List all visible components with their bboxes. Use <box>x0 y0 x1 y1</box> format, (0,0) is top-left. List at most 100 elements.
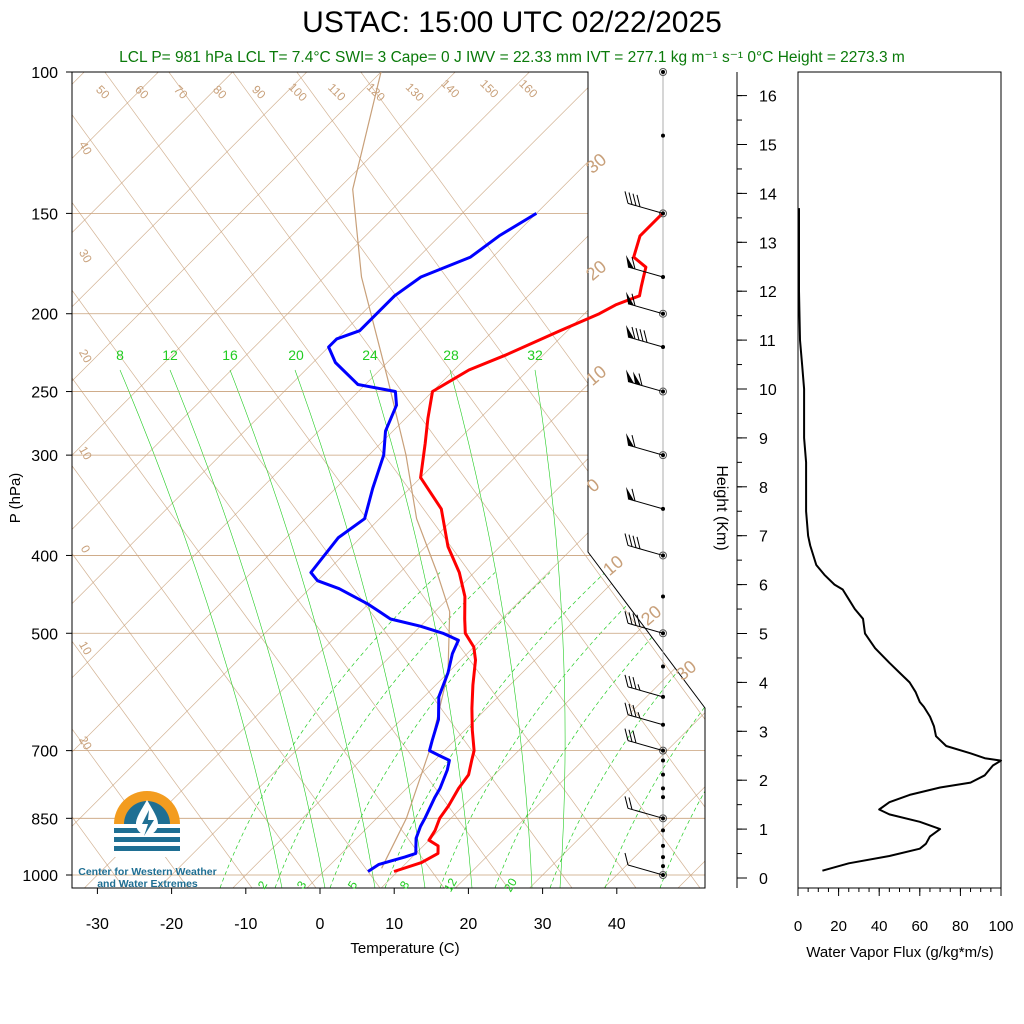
isotherm-line <box>451 72 705 888</box>
height-tick-label: 6 <box>759 578 768 595</box>
wind-barb-staff <box>627 202 664 214</box>
dry-adiabat-line <box>72 72 509 888</box>
wind-barb-full <box>631 435 636 448</box>
flux-tick-label: 20 <box>830 918 847 935</box>
adiabat-label-right: 20 <box>637 601 665 629</box>
wind-level-dot <box>661 70 665 74</box>
wind-barb <box>624 852 664 876</box>
wind-barb <box>624 191 664 214</box>
x-axis-label: Temperature (C) <box>350 940 459 957</box>
mixing-ratio-label: 8 <box>116 347 124 363</box>
wind-barb-staff <box>627 381 664 393</box>
isotherm-label: 160 <box>516 77 540 101</box>
wind-level-dot <box>661 594 665 599</box>
dry-adiabat-line <box>72 72 125 888</box>
wind-barb-full <box>624 702 629 715</box>
wind-barb-full <box>631 488 636 502</box>
pressure-tick-label: 700 <box>31 744 58 761</box>
wind-mandatory-circle <box>659 387 667 396</box>
dry-adiabat-line <box>207 72 705 888</box>
height-tick-label: 2 <box>759 773 768 790</box>
wind-level-dot <box>661 843 665 848</box>
pressure-tick-label: 400 <box>31 548 58 565</box>
wind-barb <box>624 674 664 698</box>
temperature-tick-label: -30 <box>86 916 109 933</box>
isotherm-label: 80 <box>210 82 230 102</box>
isotherm-line <box>72 72 705 888</box>
height-tick-label: 15 <box>759 138 777 155</box>
wind-barb-flag <box>633 371 641 386</box>
wind-mandatory-circle <box>659 551 667 560</box>
dry-adiabat-line <box>72 72 317 888</box>
pressure-tick-label: 200 <box>31 307 58 324</box>
isotherm-line <box>376 72 705 888</box>
wind-level-dot <box>661 758 665 763</box>
isotherm-line <box>80 72 705 888</box>
wind-barb <box>624 702 664 726</box>
wind-barb-flag <box>626 486 634 501</box>
wind-barb-full <box>643 330 648 343</box>
wind-barb-full <box>631 326 636 340</box>
isotherm-line <box>302 72 705 888</box>
wind-barb-full <box>632 613 637 626</box>
wind-mandatory-circle <box>659 629 667 638</box>
isotherm-line <box>72 72 308 888</box>
mixing-ratio-label: 32 <box>527 347 543 363</box>
adiabat-label-left: 0 <box>78 543 94 556</box>
wind-barb <box>626 291 664 315</box>
moist-adiabat-line <box>659 572 705 888</box>
wind-barb <box>626 254 664 278</box>
temperature-tick-label: 10 <box>385 916 403 933</box>
isotherm-line <box>72 72 679 888</box>
isotherm-line <box>72 72 530 888</box>
temperature-tick-label: 20 <box>460 916 478 933</box>
flux-tick-label: 40 <box>871 918 888 935</box>
adiabat-label-left: 20 <box>76 347 95 366</box>
adiabat-label-left: 30 <box>76 247 95 266</box>
wind-mandatory-circle <box>659 68 667 76</box>
mixing-ratio-line <box>119 369 283 888</box>
wind-barb-half <box>637 684 641 691</box>
wind-barb-staff <box>627 336 664 348</box>
mixing-ratio-bottom-label: 8 <box>397 878 413 891</box>
height-tick-label: 0 <box>759 871 768 888</box>
mixing-ratio-line <box>449 369 533 888</box>
y-axis-label: P (hPa) <box>7 473 24 524</box>
isotherm-line <box>748 72 1024 892</box>
wind-barb-full <box>628 703 633 717</box>
wind-barb-full <box>632 193 637 206</box>
temperature-tick-label: -10 <box>234 916 257 933</box>
wind-barb-full <box>628 797 633 810</box>
wind-level-dot <box>661 664 665 669</box>
wind-barb-full <box>624 796 629 809</box>
isotherm-label: 100 <box>286 80 310 104</box>
mixing-ratio-label: 20 <box>288 347 304 363</box>
wind-barb-staff <box>627 807 664 819</box>
wind-barb-full <box>632 677 637 690</box>
height-tick-label: 13 <box>759 235 777 252</box>
temperature-tick-label: 0 <box>316 916 325 933</box>
moist-adiabat-line <box>274 572 496 888</box>
wind-barb-flag <box>626 324 634 339</box>
height-tick-label: 12 <box>759 284 777 301</box>
isotherm-line <box>154 72 705 888</box>
skewt-frame <box>71 71 706 889</box>
wind-barb-staff <box>627 740 664 752</box>
pressure-tick-label: 850 <box>31 811 58 828</box>
logo-icon <box>114 791 180 857</box>
mixing-ratio-line <box>229 369 376 888</box>
wind-barb-staff <box>627 686 664 698</box>
temperature-tick-label: 30 <box>534 916 552 933</box>
wind-barb <box>624 611 664 634</box>
flux-tick-label: 80 <box>952 918 969 935</box>
wind-barb-staff <box>627 714 664 726</box>
wind-barb-full <box>635 327 640 341</box>
water-vapor-flux-profile <box>798 208 1002 872</box>
wind-barb <box>626 433 664 456</box>
flux-tick-label: 60 <box>911 918 928 935</box>
wind-barb-full <box>624 674 629 687</box>
height-tick-label: 16 <box>759 89 777 106</box>
isotherm-label: 150 <box>477 77 501 101</box>
mixing-ratio-bottom-label: 3 <box>294 878 310 891</box>
